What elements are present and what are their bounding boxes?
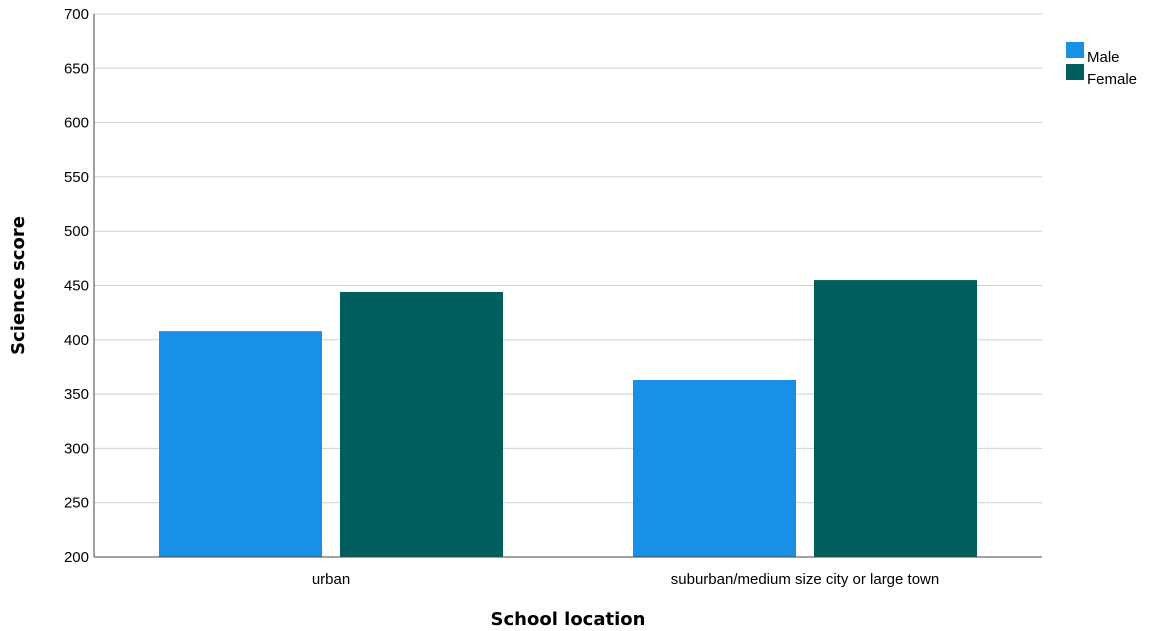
y-tick-label: 450 bbox=[64, 278, 89, 295]
y-tick-label: 550 bbox=[64, 169, 89, 186]
x-tick-labels: urban suburban/medium size city or large … bbox=[312, 571, 939, 588]
y-tick-label: 300 bbox=[64, 440, 89, 457]
legend: Male Female bbox=[1066, 42, 1137, 88]
y-tick-label: 200 bbox=[64, 549, 89, 566]
legend-swatch-male bbox=[1066, 42, 1084, 58]
bar-male-0 bbox=[159, 331, 322, 557]
legend-swatch-female bbox=[1066, 64, 1084, 80]
bars bbox=[159, 280, 977, 557]
y-tick-label: 600 bbox=[64, 115, 89, 132]
x-tick-label: suburban/medium size city or large town bbox=[671, 571, 939, 588]
bar-female-1 bbox=[814, 280, 977, 557]
y-axis-title: Science score bbox=[8, 216, 29, 355]
y-tick-label: 650 bbox=[64, 60, 89, 77]
x-tick-label: urban bbox=[312, 571, 350, 588]
legend-label-female: Female bbox=[1087, 71, 1137, 88]
axes bbox=[93, 14, 1042, 558]
x-axis-title: School location bbox=[491, 609, 646, 630]
y-tick-label: 350 bbox=[64, 386, 89, 403]
y-tick-label: 500 bbox=[64, 223, 89, 240]
legend-label-male: Male bbox=[1087, 49, 1120, 66]
y-tick-labels: 200 250 300 350 400 450 500 550 600 650 700 bbox=[64, 6, 89, 566]
bar-male-1 bbox=[633, 379, 796, 557]
bar-female-0 bbox=[340, 292, 503, 557]
y-tick-label: 250 bbox=[64, 495, 89, 512]
y-tick-label: 400 bbox=[64, 332, 89, 349]
y-tick-label: 700 bbox=[64, 6, 89, 23]
